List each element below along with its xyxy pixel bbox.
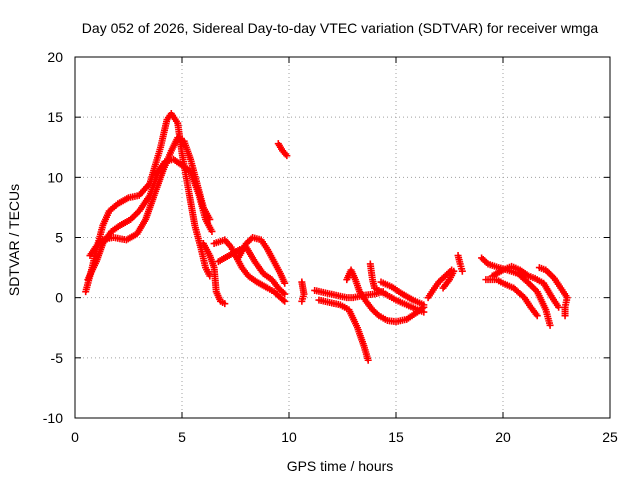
data-point [458,267,466,275]
y-axis-label: SDTVAR / TECUs [6,184,22,296]
y-tick-label: -10 [43,410,63,426]
data-point [555,303,563,311]
series-track-h [274,140,291,160]
data-point [298,297,306,305]
x-tick-label: 25 [602,429,618,445]
data-point [546,321,554,329]
data-point [221,300,229,308]
series-track-i [298,278,308,305]
series-track-m [366,260,428,316]
grid [75,57,610,418]
series-track-p [439,267,458,292]
series-track-g [234,234,289,287]
data-point [206,215,214,223]
data-point-interp [279,296,287,304]
x-tick-label: 10 [281,429,297,445]
series-track-q [454,252,466,275]
series-track-n [377,278,428,309]
y-tick-label: 0 [55,290,63,306]
data-point [364,356,372,364]
plot-frame [74,56,611,419]
x-tick-label: 20 [495,429,511,445]
series-track-t [488,262,563,311]
series-track-k [315,296,372,364]
chart-title: Day 052 of 2026, Sidereal Day-to-day VTE… [82,20,599,36]
y-tick-label: 20 [47,49,63,65]
data-point [281,279,289,287]
data-point [533,312,541,320]
series-track-u [535,264,571,320]
data-points [82,110,571,364]
series-track-c [86,134,214,260]
data-point [208,227,216,235]
x-tick-label: 5 [178,429,186,445]
data-point [281,290,289,298]
data-point [283,152,291,160]
series-track-r [478,254,554,329]
x-axis-label: GPS time / hours [287,458,394,474]
y-tick-label: -5 [51,350,64,366]
series-track-a [82,110,214,296]
series-track-s [482,276,541,320]
y-tick-label: 10 [47,169,63,185]
x-tick-label: 15 [388,429,404,445]
data-point [420,301,428,309]
data-point [420,308,428,316]
data-point [561,312,569,320]
y-tick-label: 15 [47,109,63,125]
data-point [450,267,458,275]
y-tick-label: 5 [55,230,63,246]
axis-ticks: 0 5 10 15 20 25 -10 -5 0 5 10 15 20 [43,49,618,445]
series-track-d [199,240,229,308]
data-point [281,297,289,305]
x-tick-label: 0 [71,429,79,445]
